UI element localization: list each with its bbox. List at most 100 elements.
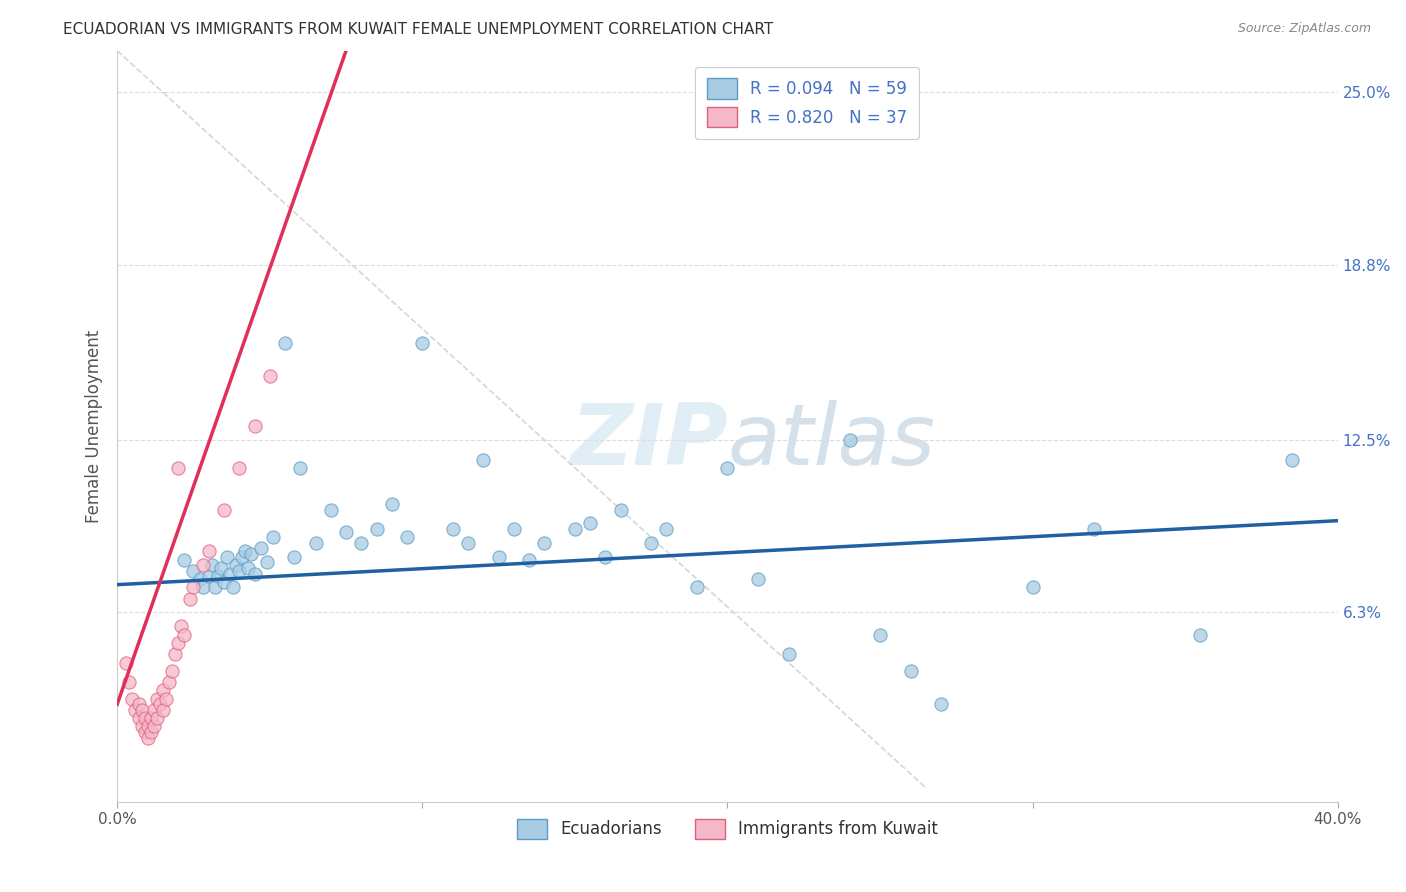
Point bbox=[131, 703, 153, 717]
Point bbox=[131, 719, 153, 733]
Point bbox=[183, 564, 205, 578]
Point bbox=[157, 675, 180, 690]
Point bbox=[204, 581, 226, 595]
Point bbox=[262, 530, 284, 544]
Point bbox=[136, 731, 159, 745]
Point bbox=[191, 558, 214, 573]
Point bbox=[136, 719, 159, 733]
Point bbox=[231, 549, 253, 564]
Point bbox=[838, 433, 860, 447]
Point bbox=[488, 549, 510, 564]
Point bbox=[160, 664, 183, 678]
Point bbox=[142, 719, 165, 733]
Point bbox=[115, 656, 138, 670]
Point bbox=[240, 547, 263, 561]
Point bbox=[142, 703, 165, 717]
Point bbox=[215, 549, 238, 564]
Text: ZIP: ZIP bbox=[569, 400, 727, 483]
Point bbox=[366, 522, 388, 536]
Point bbox=[134, 725, 156, 739]
Point bbox=[1083, 522, 1105, 536]
Point bbox=[290, 460, 312, 475]
Point bbox=[929, 698, 952, 712]
Point bbox=[146, 711, 169, 725]
Point bbox=[579, 516, 602, 531]
Point bbox=[238, 561, 260, 575]
Point bbox=[167, 636, 190, 650]
Point bbox=[869, 628, 891, 642]
Point bbox=[118, 675, 141, 690]
Point bbox=[219, 566, 242, 581]
Point bbox=[243, 566, 266, 581]
Point bbox=[146, 691, 169, 706]
Point bbox=[209, 561, 232, 575]
Point bbox=[283, 549, 305, 564]
Point bbox=[201, 558, 224, 573]
Point bbox=[1189, 628, 1212, 642]
Point bbox=[259, 369, 281, 384]
Point bbox=[222, 581, 245, 595]
Point bbox=[747, 572, 769, 586]
Point bbox=[249, 541, 271, 556]
Point bbox=[228, 460, 250, 475]
Point bbox=[165, 647, 187, 661]
Point bbox=[183, 581, 205, 595]
Point bbox=[472, 452, 495, 467]
Point bbox=[121, 691, 143, 706]
Point bbox=[167, 460, 190, 475]
Text: ECUADORIAN VS IMMIGRANTS FROM KUWAIT FEMALE UNEMPLOYMENT CORRELATION CHART: ECUADORIAN VS IMMIGRANTS FROM KUWAIT FEM… bbox=[63, 22, 773, 37]
Point bbox=[716, 460, 738, 475]
Point bbox=[228, 564, 250, 578]
Point bbox=[517, 552, 540, 566]
Point bbox=[152, 683, 174, 698]
Point bbox=[274, 335, 297, 350]
Point bbox=[179, 591, 201, 606]
Point bbox=[212, 574, 235, 589]
Point bbox=[304, 536, 326, 550]
Point bbox=[457, 536, 479, 550]
Point bbox=[170, 619, 193, 633]
Point bbox=[128, 698, 150, 712]
Point bbox=[207, 569, 229, 583]
Text: Source: ZipAtlas.com: Source: ZipAtlas.com bbox=[1237, 22, 1371, 36]
Point bbox=[655, 522, 678, 536]
Point bbox=[900, 664, 922, 678]
Point bbox=[778, 647, 800, 661]
Point bbox=[152, 703, 174, 717]
Point bbox=[441, 522, 464, 536]
Point bbox=[533, 536, 555, 550]
Point bbox=[381, 497, 404, 511]
Point bbox=[595, 549, 617, 564]
Point bbox=[139, 725, 162, 739]
Point bbox=[350, 536, 373, 550]
Point bbox=[155, 691, 177, 706]
Point bbox=[609, 502, 631, 516]
Point bbox=[173, 552, 195, 566]
Text: atlas: atlas bbox=[727, 400, 935, 483]
Point bbox=[139, 711, 162, 725]
Point bbox=[197, 544, 219, 558]
Legend: Ecuadorians, Immigrants from Kuwait: Ecuadorians, Immigrants from Kuwait bbox=[510, 812, 945, 846]
Point bbox=[188, 572, 211, 586]
Point bbox=[197, 569, 219, 583]
Point bbox=[564, 522, 586, 536]
Point bbox=[128, 711, 150, 725]
Point bbox=[173, 628, 195, 642]
Point bbox=[686, 581, 709, 595]
Point bbox=[134, 711, 156, 725]
Point bbox=[1281, 452, 1303, 467]
Point bbox=[235, 544, 257, 558]
Point bbox=[256, 555, 278, 569]
Point bbox=[149, 698, 172, 712]
Point bbox=[319, 502, 342, 516]
Point bbox=[225, 558, 247, 573]
Point bbox=[411, 335, 433, 350]
Point bbox=[243, 419, 266, 434]
Point bbox=[191, 581, 214, 595]
Point bbox=[124, 703, 146, 717]
Y-axis label: Female Unemployment: Female Unemployment bbox=[86, 329, 103, 523]
Point bbox=[212, 502, 235, 516]
Point bbox=[335, 524, 357, 539]
Point bbox=[502, 522, 524, 536]
Point bbox=[396, 530, 419, 544]
